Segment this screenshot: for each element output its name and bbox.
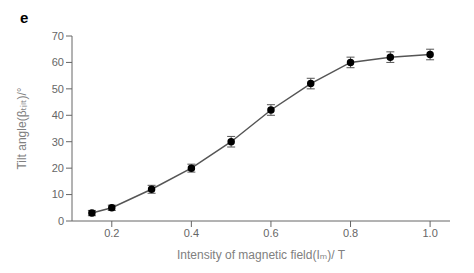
svg-text:Intensity of magnetic field(Iₘ: Intensity of magnetic field(Iₘ)/ T bbox=[177, 248, 346, 262]
svg-text:40: 40 bbox=[52, 109, 64, 121]
svg-text:0.2: 0.2 bbox=[104, 227, 119, 239]
svg-text:60: 60 bbox=[52, 56, 64, 68]
html-text:e: e bbox=[20, 9, 29, 26]
svg-text:0.8: 0.8 bbox=[343, 227, 358, 239]
svg-text:50: 50 bbox=[52, 83, 64, 95]
svg-text:0: 0 bbox=[58, 215, 64, 227]
svg-text:Tilt angle(βₜᵢₗₜ)/°: Tilt angle(βₜᵢₗₜ)/° bbox=[15, 87, 29, 169]
svg-text:1.0: 1.0 bbox=[422, 227, 437, 239]
svg-text:0.4: 0.4 bbox=[184, 227, 199, 239]
svg-text:30: 30 bbox=[52, 136, 64, 148]
svg-text:10: 10 bbox=[52, 188, 64, 200]
svg-text:20: 20 bbox=[52, 162, 64, 174]
svg-text:0.6: 0.6 bbox=[263, 227, 278, 239]
svg-text:70: 70 bbox=[52, 30, 64, 42]
